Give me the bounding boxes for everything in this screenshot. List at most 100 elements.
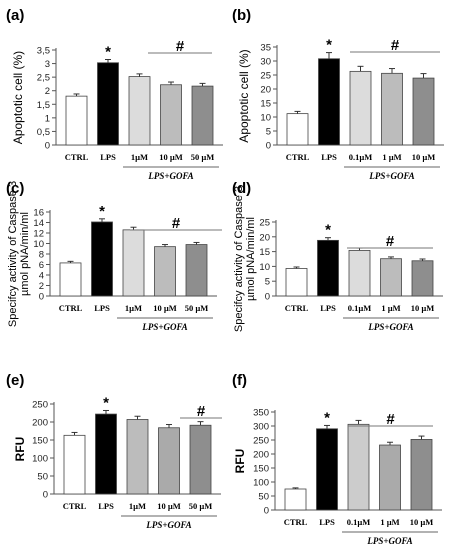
y-tick-label: 150 — [253, 464, 269, 475]
y-tick-label: 1 — [45, 113, 50, 124]
y-tick-label: 50 — [37, 472, 48, 483]
bar-0 — [284, 488, 307, 511]
y-tick-label: 20 — [259, 232, 270, 243]
y-axis-label: Apoptotic cell (%) — [11, 51, 25, 144]
category-label: 50 µM — [185, 303, 209, 313]
y-axis-label: Specifcy activity of Caspase 3µmol pNA/m… — [7, 181, 31, 327]
bar-1 — [97, 62, 119, 146]
group-label: LPS+GOFA — [141, 322, 187, 332]
bar-0 — [63, 434, 86, 495]
bar-3 — [379, 444, 401, 511]
category-label: 10 µM — [410, 517, 434, 527]
bar-3 — [154, 246, 176, 297]
y-tick-label: 300 — [253, 422, 269, 433]
significance-hash: # — [386, 233, 395, 250]
significance-star: * — [325, 222, 331, 239]
y-tick-label: 0 — [39, 292, 44, 303]
y-tick-label: 0 — [43, 490, 48, 501]
y-tick-label: 0 — [264, 506, 269, 517]
y-axis-label: Apoptotic cell (%) — [237, 49, 251, 142]
category-label: LPS — [100, 152, 116, 162]
y-tick-label: 35 — [260, 43, 271, 54]
category-label: 10 µM — [153, 303, 177, 313]
y-tick-label: 3,5 — [37, 46, 50, 57]
category-label: 1µM — [131, 152, 148, 162]
category-label: CTRL — [59, 303, 83, 313]
bar-0 — [59, 262, 82, 297]
panel-a: (a) 0 0,5 1 1,5 2 2,5 3 3,5 Apoptotic cell (%) CTR… — [6, 7, 223, 181]
category-label: 1 µM — [382, 152, 401, 162]
panel-label: (a) — [6, 7, 24, 24]
y-tick-label: 15 — [259, 247, 270, 258]
y-tick-label: 3 — [45, 59, 50, 70]
significance-hash: # — [391, 37, 400, 54]
bar-1 — [95, 413, 117, 495]
category-label: 0.1µM — [348, 303, 372, 313]
bar-2 — [347, 423, 370, 511]
bar-1 — [318, 58, 340, 146]
y-tick-label: 0 — [266, 141, 271, 152]
y-tick-label: 10 — [260, 113, 271, 124]
bar-0 — [285, 268, 308, 297]
bar-4 — [412, 77, 435, 146]
y-tick-label: 50 — [258, 492, 269, 503]
significance-hash: # — [386, 411, 395, 428]
bar-3 — [158, 427, 180, 495]
group-label: LPS+GOFA — [147, 171, 193, 181]
panel-label: (f) — [232, 372, 247, 389]
y-axis-label: RFU — [13, 437, 27, 462]
significance-star: * — [324, 409, 330, 426]
group-label: LPS+GOFA — [367, 322, 413, 332]
bar-2 — [128, 76, 151, 146]
panel-label: (b) — [232, 7, 251, 24]
category-label: CTRL — [63, 501, 87, 511]
y-tick-label: 10 — [33, 239, 44, 250]
y-tick-label: 25 — [259, 218, 270, 229]
bar-2 — [126, 419, 149, 495]
category-label: 1µM — [125, 303, 142, 313]
y-axis-label: RFU — [233, 449, 247, 474]
panel-label: (c) — [6, 180, 24, 197]
panel-label: (e) — [6, 372, 24, 389]
category-label: CTRL — [65, 152, 89, 162]
significance-hash: # — [176, 38, 185, 55]
y-tick-label: 1,5 — [37, 100, 50, 111]
category-label: 10 µM — [412, 152, 436, 162]
significance-star: * — [105, 44, 111, 61]
significance-star: * — [103, 394, 109, 411]
y-tick-label: 6 — [39, 260, 44, 271]
bar-4 — [191, 85, 214, 146]
significance-star: * — [326, 37, 332, 54]
category-label: LPS — [321, 152, 337, 162]
bar-4 — [411, 260, 434, 297]
y-tick-label: 15 — [260, 99, 271, 110]
panel-e: (e) 0 50 100 150 200 250 RFU CTRL LPS 1µM 10 µM 50 µ… — [6, 372, 222, 530]
significance-hash: # — [197, 403, 206, 420]
y-tick-label: 2 — [45, 86, 50, 97]
y-tick-label: 350 — [253, 408, 269, 419]
y-tick-label: 25 — [260, 71, 271, 82]
bar-2 — [122, 229, 145, 297]
panel-label: (d) — [232, 180, 251, 197]
y-tick-label: 14 — [33, 218, 44, 229]
bar-4 — [410, 439, 433, 511]
category-label: LPS — [94, 303, 110, 313]
y-tick-label: 0 — [45, 141, 50, 152]
group-label: LPS+GOFA — [145, 520, 191, 530]
bar-4 — [185, 244, 208, 297]
y-tick-label: 150 — [32, 436, 48, 447]
category-label: LPS — [319, 517, 335, 527]
bar-3 — [381, 72, 403, 146]
y-tick-label: 5 — [266, 127, 271, 138]
significance-hash: # — [172, 215, 181, 232]
bar-1 — [91, 221, 113, 297]
category-label: 0.1µM — [347, 517, 371, 527]
bar-3 — [160, 84, 182, 146]
category-label: 1µM — [129, 501, 146, 511]
y-tick-label: 0,5 — [37, 127, 50, 138]
y-axis-label: Specifcy activity of Caspase 3µmol pNA/m… — [233, 186, 257, 332]
y-tick-label: 4 — [39, 271, 44, 282]
category-label: 50 µM — [189, 501, 213, 511]
panel-b: (b) 0 5 10 15 20 25 30 35 Apoptotic cell (%) CTRL L… — [232, 7, 444, 181]
